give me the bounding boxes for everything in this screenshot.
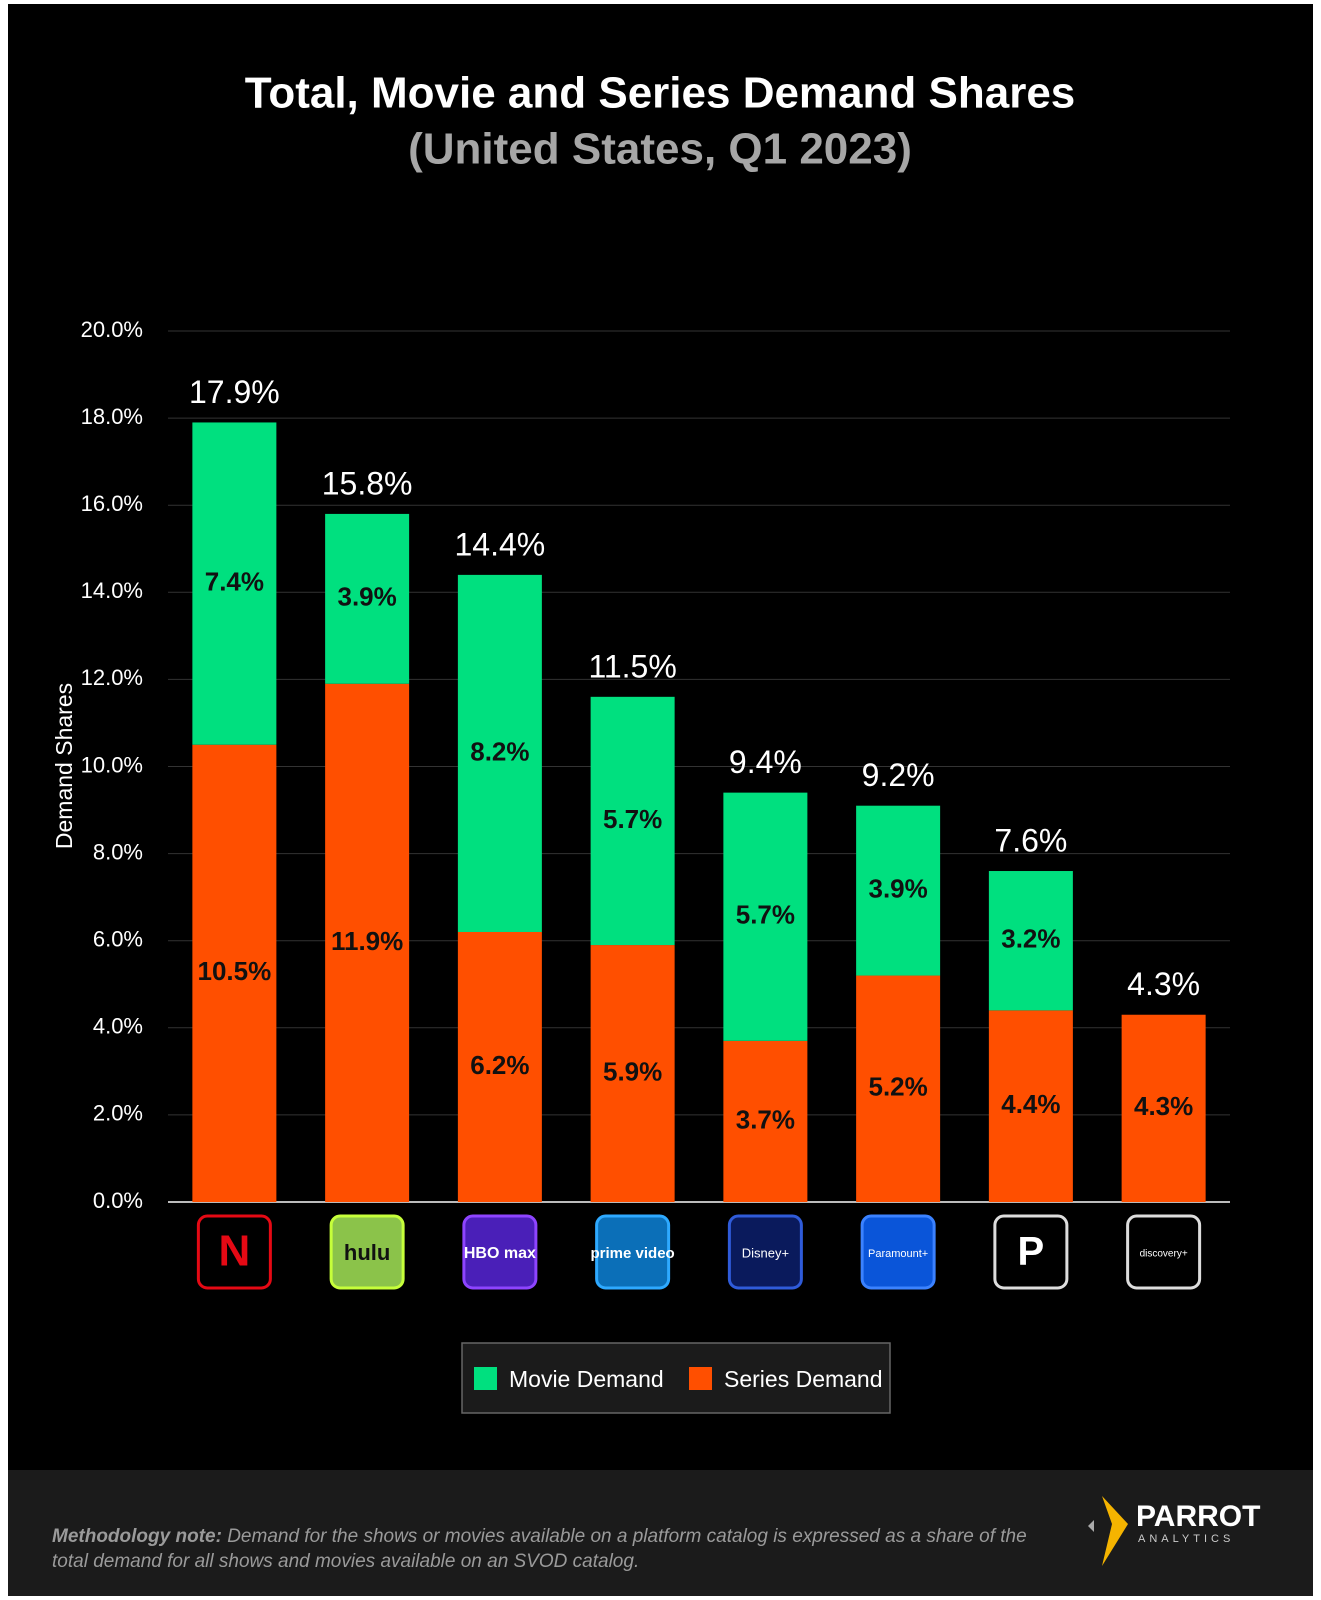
bar-segment xyxy=(192,744,277,1202)
segment-label: 5.7% xyxy=(603,804,662,834)
logo xyxy=(196,1214,272,1290)
x-tick-label: Disney+ xyxy=(742,1245,789,1260)
bar-segment xyxy=(192,422,277,745)
total-label: 15.8% xyxy=(322,465,413,501)
bar-segment xyxy=(457,931,542,1202)
logo xyxy=(595,1214,671,1290)
logo xyxy=(727,1214,803,1290)
x-tick-label: P xyxy=(1018,1230,1045,1274)
bar-segment xyxy=(856,975,941,1202)
logo xyxy=(993,1214,1069,1290)
x-tick-label: hulu xyxy=(344,1240,390,1265)
brand-sub: ANALYTICS xyxy=(1138,1533,1234,1545)
segment-label: 4.4% xyxy=(1001,1089,1060,1119)
bar-segment xyxy=(590,945,675,1202)
segment-label: 5.2% xyxy=(868,1072,927,1102)
total-label: 17.9% xyxy=(189,374,280,410)
logo xyxy=(329,1214,405,1290)
footer-band xyxy=(8,1470,1313,1596)
total-label: 7.6% xyxy=(994,822,1067,858)
total-label: 4.3% xyxy=(1127,966,1200,1002)
segment-label: 10.5% xyxy=(198,956,272,986)
x-tick-label: HBO max xyxy=(464,1245,536,1262)
bar-segment xyxy=(988,1010,1073,1202)
bar-segment xyxy=(325,513,410,684)
y-tick-label: 4.0% xyxy=(93,1014,143,1039)
brand-icon xyxy=(1102,1496,1128,1566)
segment-label: 3.7% xyxy=(736,1104,795,1134)
bar-segment xyxy=(325,683,410,1202)
x-tick-label: discovery+ xyxy=(1140,1249,1188,1260)
bar-segment xyxy=(1121,1014,1206,1202)
methodology-note: Methodology note: Demand for the shows o… xyxy=(52,1524,1032,1574)
brand: PARROT xyxy=(1136,1500,1260,1533)
segment-label: 7.4% xyxy=(205,566,264,596)
bar-segment xyxy=(988,871,1073,1011)
x-tick-label: prime video xyxy=(591,1245,675,1262)
segment-label: 4.3% xyxy=(1134,1091,1193,1121)
note-label: Methodology note: xyxy=(52,1526,222,1547)
chart-subtitle: (United States, Q1 2023) xyxy=(408,125,912,174)
segment-label: 8.2% xyxy=(470,736,529,766)
bar-segment xyxy=(723,1040,808,1202)
segment-label: 6.2% xyxy=(470,1050,529,1080)
total-label: 9.2% xyxy=(862,757,935,793)
y-tick-label: 6.0% xyxy=(93,927,143,952)
bar-segment xyxy=(590,696,675,946)
y-tick-label: 8.0% xyxy=(93,839,143,864)
segment-label: 3.9% xyxy=(337,582,396,612)
y-tick-label: 2.0% xyxy=(93,1101,143,1126)
y-tick-label: 20.0% xyxy=(81,317,143,342)
segment-label: 5.9% xyxy=(603,1056,662,1086)
y-tick-label: 14.0% xyxy=(81,578,143,603)
total-label: 11.5% xyxy=(588,648,676,684)
total-label: 14.4% xyxy=(455,526,546,562)
segment-label: 3.9% xyxy=(868,873,927,903)
y-tick-label: 0.0% xyxy=(93,1188,143,1213)
x-tick-label: Paramount+ xyxy=(868,1248,928,1260)
y-tick-label: 18.0% xyxy=(81,404,143,429)
y-axis-label: Demand Shares xyxy=(51,683,77,849)
total-label: 9.4% xyxy=(729,744,802,780)
bar-segment xyxy=(723,792,808,1041)
segment-label: 5.7% xyxy=(736,900,795,930)
y-tick-label: 12.0% xyxy=(81,665,143,690)
legend-label: Series Demand xyxy=(724,1366,883,1392)
y-tick-label: 10.0% xyxy=(81,752,143,777)
logo xyxy=(860,1214,936,1290)
brand-arrow xyxy=(1088,1520,1094,1532)
segment-label: 3.2% xyxy=(1001,924,1060,954)
logo xyxy=(1126,1214,1202,1290)
x-tick-label: N xyxy=(218,1227,250,1276)
bar-segment xyxy=(457,574,542,932)
legend-swatch xyxy=(689,1367,712,1390)
y-tick-label: 16.0% xyxy=(81,491,143,516)
note-text: Demand for the shows or movies available… xyxy=(52,1526,1027,1572)
chart-title: Total, Movie and Series Demand Shares xyxy=(245,69,1076,118)
logo xyxy=(462,1214,538,1290)
legend-box xyxy=(461,1342,891,1414)
legend-label: Movie Demand xyxy=(509,1366,664,1392)
bar-segment xyxy=(856,805,941,976)
legend-swatch xyxy=(474,1367,497,1390)
segment-label: 11.9% xyxy=(331,926,403,956)
